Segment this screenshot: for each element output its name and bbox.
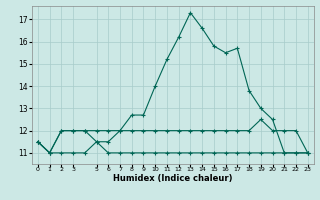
X-axis label: Humidex (Indice chaleur): Humidex (Indice chaleur) — [113, 174, 233, 183]
